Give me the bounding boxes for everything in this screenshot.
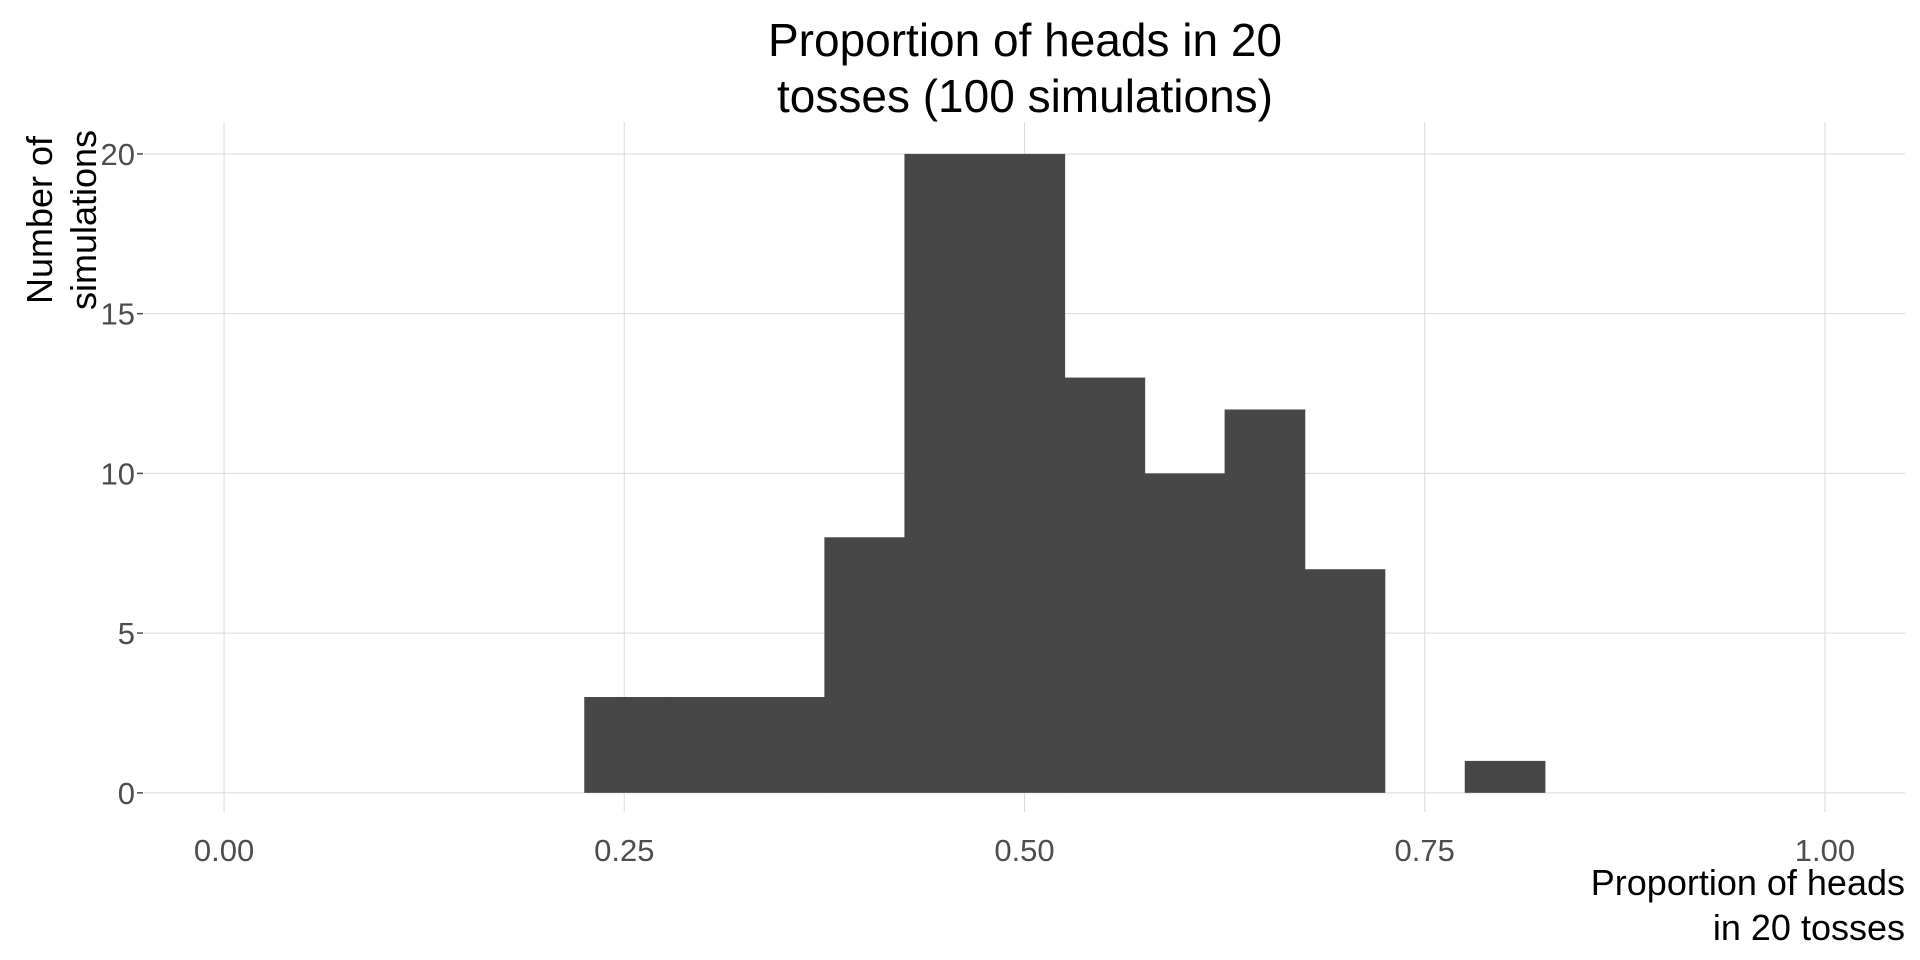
x-tick-label: 0.50: [994, 833, 1054, 868]
histogram-bar: [824, 537, 906, 793]
x-axis-title-line-1: Proportion of heads: [1591, 862, 1905, 903]
chart-title-line-1: Proportion of heads in 20: [768, 14, 1282, 66]
histogram-bar: [744, 697, 825, 793]
x-axis-title-line-2: in 20 tosses: [1713, 907, 1905, 948]
x-tick-label: 0.75: [1395, 833, 1455, 868]
histogram-bar: [1304, 569, 1386, 793]
x-tick-label: 1.00: [1795, 833, 1855, 868]
y-tick-label: 0: [118, 776, 135, 811]
histogram-bar: [984, 153, 1066, 793]
histogram-bar: [1464, 760, 1546, 793]
histogram-bar: [1144, 473, 1226, 793]
x-tick-label: 0.00: [194, 833, 254, 868]
histogram-bar: [1224, 409, 1306, 793]
histogram-bar: [1064, 377, 1146, 793]
y-tick-label: 15: [101, 297, 135, 332]
bars-layer: [584, 153, 1546, 793]
y-tick-label: 5: [118, 616, 135, 651]
axis-layer: 0.00 0.25 0.50 0.75 1.00 0 5 10 15 20: [101, 137, 1856, 868]
x-tick-label: 0.25: [594, 833, 654, 868]
y-tick-label: 20: [101, 137, 135, 172]
histogram-bar: [584, 697, 665, 793]
y-axis-title: Number of simulations: [19, 130, 104, 310]
histogram-bar: [904, 153, 986, 793]
histogram-bar: [664, 697, 745, 793]
y-axis-title-line-1: Number of: [19, 135, 60, 304]
y-tick-label: 10: [101, 456, 135, 491]
chart-title-line-2: tosses (100 simulations): [777, 70, 1273, 122]
y-axis-title-line-2: simulations: [63, 130, 104, 310]
